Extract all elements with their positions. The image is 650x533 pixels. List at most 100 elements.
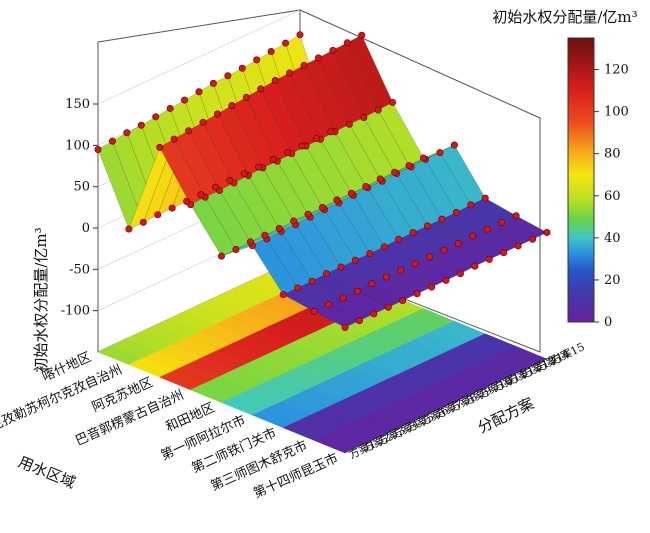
data-point xyxy=(360,114,368,122)
data-point xyxy=(185,127,193,135)
data-point xyxy=(267,48,275,56)
data-point xyxy=(211,183,219,191)
data-point xyxy=(213,110,221,118)
data-point xyxy=(337,263,345,271)
grid-line xyxy=(97,9,301,105)
data-point xyxy=(314,54,322,62)
data-point xyxy=(323,270,331,278)
data-point xyxy=(286,69,294,77)
data-point xyxy=(391,168,399,176)
data-point xyxy=(529,235,537,243)
data-point xyxy=(345,120,353,128)
data-point xyxy=(290,217,298,225)
floor-cell xyxy=(501,346,548,366)
data-point xyxy=(351,256,359,264)
data-point xyxy=(152,113,160,121)
data-point xyxy=(228,102,236,110)
colorbar-tick-label: 80 xyxy=(604,147,621,162)
data-point xyxy=(238,64,246,72)
colorbar: 初始水权分配量/亿m³ 0 20 40 60 80 100 120 xyxy=(492,8,637,330)
data-point xyxy=(139,218,147,226)
data-point xyxy=(183,197,191,205)
data-point xyxy=(347,189,355,197)
data-point xyxy=(304,210,312,218)
data-point xyxy=(329,46,337,54)
data-point xyxy=(240,170,248,178)
data-point xyxy=(397,266,405,274)
data-point xyxy=(442,276,450,284)
colorbar-tick-label: 20 xyxy=(604,273,621,288)
data-point xyxy=(426,253,434,261)
data-point xyxy=(440,246,448,254)
data-point xyxy=(257,85,265,93)
data-point xyxy=(271,76,279,84)
data-point xyxy=(242,93,250,101)
colorbar-tick-label: 0 xyxy=(604,315,612,330)
data-point xyxy=(310,307,318,315)
data-point xyxy=(512,212,520,220)
data-point xyxy=(166,104,174,112)
data-point xyxy=(341,323,349,331)
data-point xyxy=(298,142,306,150)
data-point xyxy=(395,235,403,243)
data-point xyxy=(382,273,390,281)
scheme-label: 方案15 xyxy=(548,339,586,367)
z-axis-ticks: -100 -50 0 50 100 150 xyxy=(61,97,98,319)
data-point xyxy=(199,118,207,126)
data-point xyxy=(253,56,261,64)
data-point xyxy=(450,141,458,149)
data-point xyxy=(514,242,522,250)
data-point xyxy=(246,238,254,246)
y-axis-label: 分配方案 xyxy=(475,394,537,436)
data-point xyxy=(327,128,335,136)
data-point xyxy=(195,88,203,96)
data-point xyxy=(438,215,446,223)
data-point xyxy=(156,143,164,151)
z-tick-label: 100 xyxy=(65,138,90,153)
data-point xyxy=(483,225,491,233)
data-point xyxy=(411,260,419,268)
data-points xyxy=(94,31,551,331)
data-point xyxy=(275,224,283,232)
data-point xyxy=(471,262,479,270)
data-point xyxy=(370,310,378,318)
data-point xyxy=(226,176,234,184)
data-point xyxy=(300,61,308,69)
data-point xyxy=(181,96,189,104)
data-point xyxy=(428,283,436,291)
data-point xyxy=(380,243,388,251)
data-point xyxy=(467,201,475,209)
colorbar-tick-label: 100 xyxy=(604,105,629,120)
data-point xyxy=(261,231,269,239)
data-point xyxy=(456,270,464,278)
data-point xyxy=(255,163,263,171)
data-point xyxy=(374,106,382,114)
data-point xyxy=(343,39,351,47)
data-point xyxy=(284,149,292,157)
data-point xyxy=(389,98,397,106)
data-point xyxy=(481,194,489,202)
data-point xyxy=(436,149,444,157)
data-point xyxy=(362,183,370,191)
data-point xyxy=(209,79,217,87)
z-tick-label: 0 xyxy=(82,221,90,236)
data-point xyxy=(224,72,232,80)
data-point xyxy=(485,255,493,263)
data-point xyxy=(325,301,333,309)
data-point xyxy=(232,245,240,253)
colorbar-tick-label: 120 xyxy=(604,63,629,78)
colorbar-title: 初始水权分配量/亿m³ xyxy=(492,8,637,26)
z-tick-label: -50 xyxy=(69,262,90,277)
data-point xyxy=(125,225,133,233)
data-point xyxy=(454,239,462,247)
colorbar-tick-label: 60 xyxy=(604,189,621,204)
colorbar-tick-label: 40 xyxy=(604,231,621,246)
data-point xyxy=(452,208,460,216)
data-point xyxy=(424,222,432,230)
data-point xyxy=(318,204,326,212)
data-point xyxy=(197,191,205,199)
data-point xyxy=(94,145,102,153)
data-point xyxy=(108,137,116,145)
data-point xyxy=(366,250,374,258)
data-point xyxy=(282,39,290,47)
